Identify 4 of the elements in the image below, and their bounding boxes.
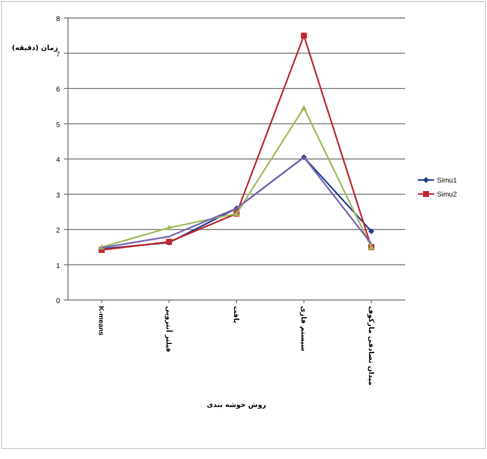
point [300, 104, 307, 110]
point [368, 228, 374, 234]
point [166, 224, 172, 230]
point [300, 32, 307, 39]
